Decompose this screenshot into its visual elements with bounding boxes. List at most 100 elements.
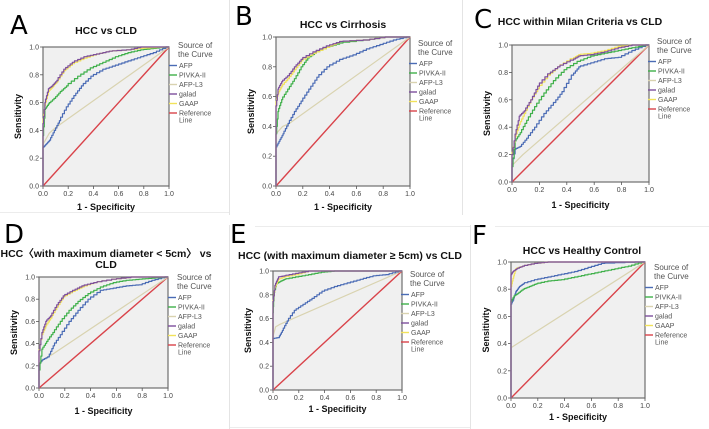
legend-title: Source of xyxy=(410,270,445,279)
series-line-gaap xyxy=(511,44,649,182)
x-tick-label: 0.4 xyxy=(320,395,330,402)
panel-letter-f: F xyxy=(472,221,487,251)
legend-label: AFP-L3 xyxy=(419,80,443,87)
legend-label: GAAP xyxy=(655,323,675,330)
y-axis-label: Sensitivity xyxy=(482,91,492,136)
legend-label: PIVKA-II xyxy=(658,69,685,76)
y-tick-label: 0.8 xyxy=(498,70,508,77)
x-tick-label: 0.4 xyxy=(562,187,572,194)
panel-divider xyxy=(255,226,470,227)
legend-label: galad xyxy=(411,321,428,328)
panel-divider xyxy=(470,225,471,429)
x-tick-label: 0.6 xyxy=(589,187,599,194)
series-line-afp xyxy=(275,36,410,186)
panel-letter-e: E xyxy=(230,220,247,250)
x-tick-label: 0.8 xyxy=(617,187,627,194)
legend-label: PIVKA-II xyxy=(411,302,438,309)
series-line-galad xyxy=(510,261,645,398)
x-tick-label: 0.2 xyxy=(63,191,73,198)
series-line-pivka-ii xyxy=(511,44,649,182)
legend-label: Line xyxy=(655,340,668,347)
y-tick-label: 1.0 xyxy=(498,43,508,50)
y-tick-label: 0.2 xyxy=(25,363,35,370)
panel-letter-c: C xyxy=(474,5,493,35)
y-tick-label: 0.6 xyxy=(497,314,507,321)
y-axis-label: Sensitivity xyxy=(243,308,253,353)
x-tick-label: 0.8 xyxy=(139,191,149,198)
y-tick-label: 0.2 xyxy=(262,154,272,161)
series-line-afp xyxy=(42,46,169,186)
y-tick-label: 0.4 xyxy=(25,341,35,348)
legend-label: AFP-L3 xyxy=(411,311,435,318)
chart-title-a: HCC vs CLD xyxy=(75,25,137,37)
legend-label: galad xyxy=(419,90,436,97)
x-axis-label: 1 - Specificity xyxy=(77,202,135,212)
y-tick-label: 0.6 xyxy=(25,319,35,326)
x-tick-label: 1.0 xyxy=(163,393,173,400)
y-tick-label: 0.2 xyxy=(497,368,507,375)
x-tick-label: 0.2 xyxy=(533,403,543,410)
series-line-reference-line xyxy=(511,44,650,183)
x-tick-label: 0.8 xyxy=(613,403,623,410)
legend-label: Reference xyxy=(179,111,211,118)
legend-title: Source of xyxy=(177,273,212,282)
series-line-pivka-ii xyxy=(510,261,645,398)
y-tick-label: 0.4 xyxy=(259,340,269,347)
x-tick-label: 1.0 xyxy=(640,403,650,410)
legend-label: AFP xyxy=(419,61,433,68)
legend-label: Reference xyxy=(178,343,210,350)
x-tick-label: 0.6 xyxy=(114,191,124,198)
x-tick-label: 0.8 xyxy=(378,191,388,198)
series-line-reference-line xyxy=(272,270,403,391)
y-tick-label: 0.8 xyxy=(25,297,35,304)
legend-label: AFP xyxy=(411,292,425,299)
chart-title-d: HCC〈with maximum diameter < 5cm〉 vs xyxy=(1,247,212,260)
x-tick-label: 0.2 xyxy=(60,393,70,400)
x-tick-label: 0.2 xyxy=(294,395,304,402)
panel-divider xyxy=(230,427,470,428)
legend-label: AFP xyxy=(658,59,672,66)
y-tick-label: 0.8 xyxy=(29,72,39,79)
x-tick-label: 0.4 xyxy=(560,403,570,410)
y-tick-label: 1.0 xyxy=(497,260,507,267)
panel-divider xyxy=(495,226,709,227)
legend-label: GAAP xyxy=(178,333,198,340)
series-line-reference-line xyxy=(275,36,411,187)
y-axis-label: Sensitivity xyxy=(246,89,256,134)
legend-label: PIVKA-II xyxy=(655,295,682,302)
panel-letter-d: D xyxy=(4,220,25,250)
x-tick-label: 1.0 xyxy=(164,191,174,198)
x-tick-label: 0.0 xyxy=(38,191,48,198)
y-tick-label: 0.0 xyxy=(259,388,269,395)
x-tick-label: 0.6 xyxy=(346,395,356,402)
legend-label: GAAP xyxy=(411,330,431,337)
y-tick-label: 0.2 xyxy=(259,364,269,371)
panel-letter-b: B xyxy=(235,2,253,32)
x-axis-label: 1 - Specificity xyxy=(74,406,132,416)
x-tick-label: 0.6 xyxy=(352,191,362,198)
y-tick-label: 1.0 xyxy=(29,45,39,52)
panel-divider xyxy=(462,0,463,215)
series-line-reference-line xyxy=(38,276,169,389)
y-axis-label: Sensitivity xyxy=(13,94,23,139)
legend-label: Line xyxy=(411,347,424,354)
x-tick-label: 0.0 xyxy=(34,393,44,400)
panel-divider xyxy=(229,0,230,215)
legend-title: the Curve xyxy=(410,279,445,288)
legend-label: PIVKA-II xyxy=(419,71,446,78)
legend-label: Line xyxy=(658,114,671,121)
series-line-afp xyxy=(511,44,649,182)
y-axis-label: Sensitivity xyxy=(9,310,19,355)
x-tick-label: 0.0 xyxy=(507,187,517,194)
series-line-reference-line xyxy=(510,261,646,399)
legend-title: Source of xyxy=(178,41,213,50)
legend-label: AFP xyxy=(178,295,192,302)
y-tick-label: 0.0 xyxy=(498,180,508,187)
legend-label: Line xyxy=(179,118,192,125)
legend-label: Reference xyxy=(411,340,443,347)
y-tick-label: 0.0 xyxy=(497,396,507,403)
x-tick-label: 1.0 xyxy=(397,395,407,402)
y-tick-label: 0.6 xyxy=(498,97,508,104)
legend-title: the Curve xyxy=(177,282,212,291)
